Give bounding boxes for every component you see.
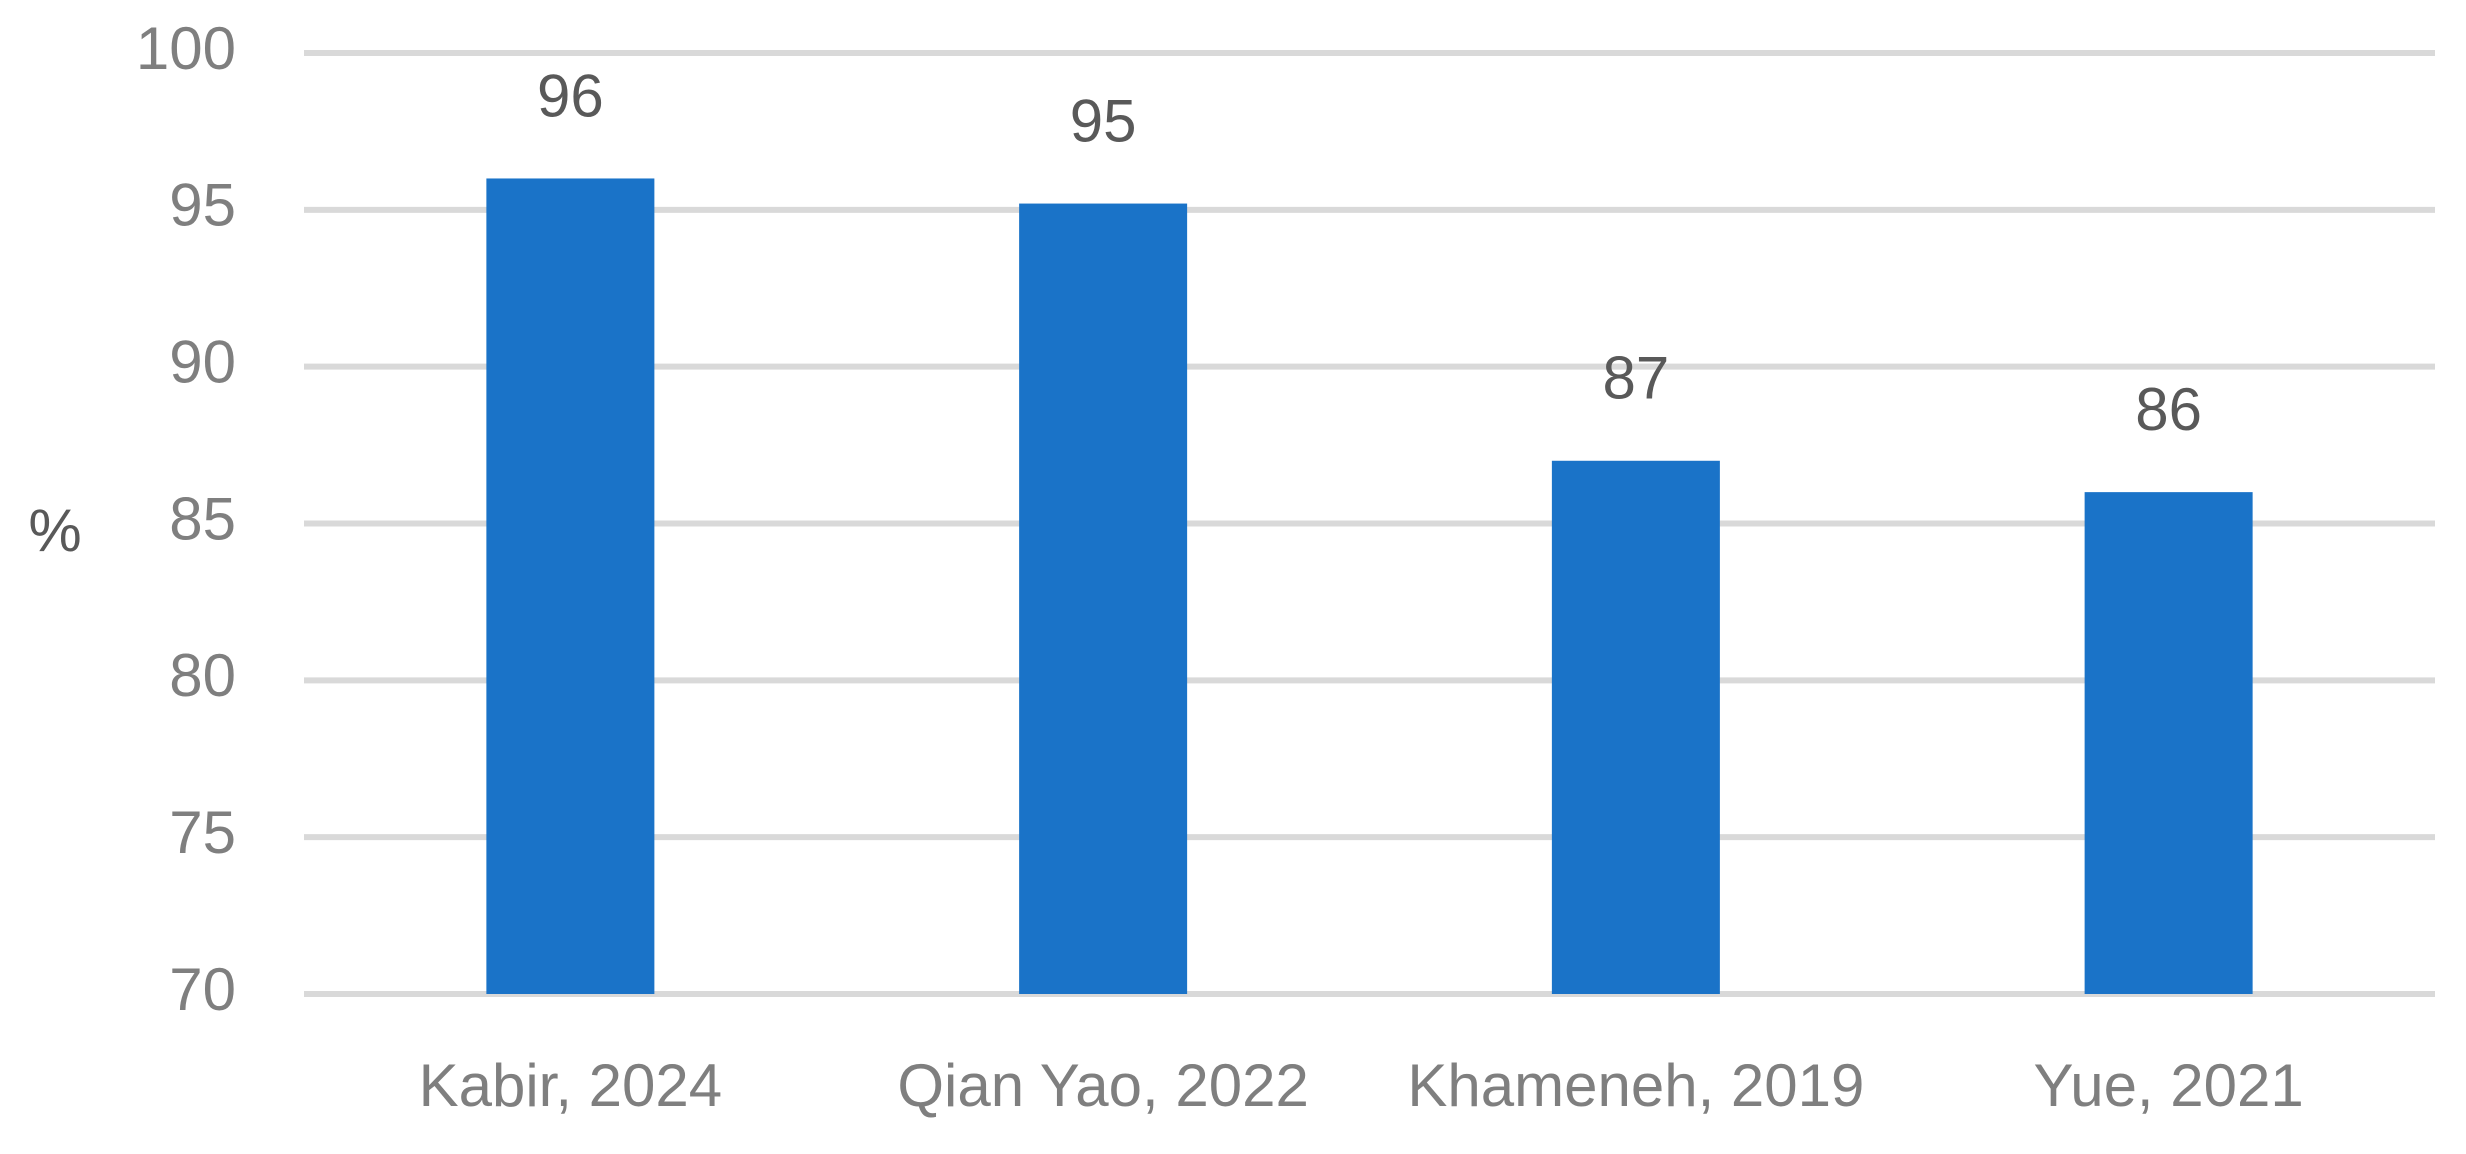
x-tick-label: Yue, 2021	[2033, 1052, 2303, 1119]
data-label: 87	[1603, 345, 1670, 412]
bar	[1551, 460, 1720, 994]
bar	[1019, 203, 1188, 994]
y-tick-label: 95	[169, 172, 236, 239]
y-tick-label: 90	[169, 329, 236, 396]
y-axis-label: %	[28, 497, 81, 564]
y-tick-label: 70	[169, 956, 236, 1023]
x-tick-label: Qian Yao, 2022	[897, 1052, 1308, 1119]
bar	[486, 178, 655, 994]
y-tick-label: 100	[136, 15, 236, 82]
data-label: 95	[1070, 87, 1137, 154]
y-tick-label: 80	[169, 642, 236, 709]
bar	[2084, 492, 2253, 994]
data-label: 96	[537, 62, 604, 129]
y-tick-label: 75	[169, 799, 236, 866]
x-tick-label: Khameneh, 2019	[1407, 1052, 1864, 1119]
x-tick-label: Kabir, 2024	[419, 1052, 723, 1119]
y-tick-label: 85	[169, 485, 236, 552]
data-label: 86	[2135, 376, 2202, 443]
